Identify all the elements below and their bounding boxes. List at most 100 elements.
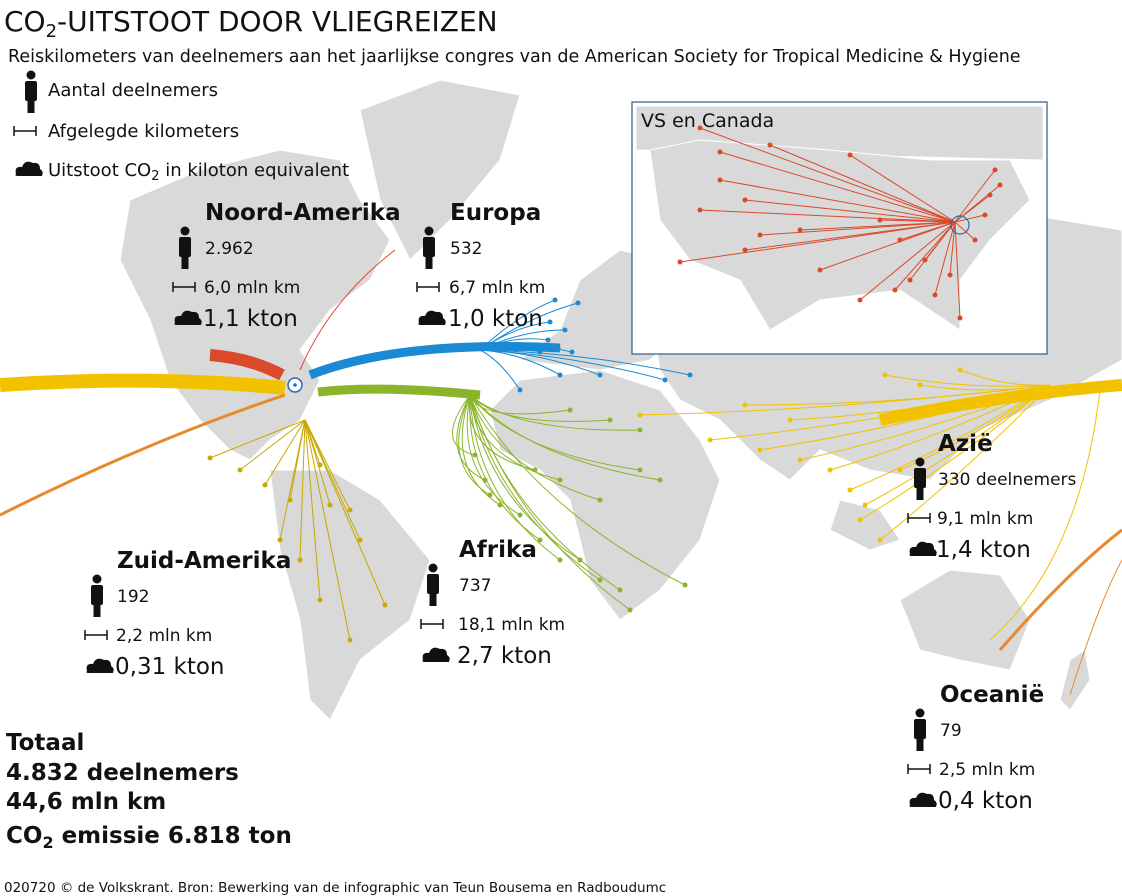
origin-dot (922, 257, 928, 263)
origin-dot (917, 382, 923, 388)
ruler-icon (13, 125, 37, 137)
legend-label: Aantal deelnemers (48, 80, 218, 101)
region-distance: 18,1 mln km (458, 615, 565, 635)
flow-arrow (0, 393, 286, 517)
flow-line (469, 394, 641, 431)
flow-line (859, 384, 1051, 521)
region-distance: 2,2 mln km (116, 626, 212, 646)
flow-line (469, 394, 661, 481)
origin-dot (817, 267, 823, 273)
origin-dot (297, 557, 303, 563)
flow-arrow (989, 389, 1101, 641)
footer: 020720 © de Volkskrant. Bron: Bewerking … (4, 880, 666, 896)
origin-dot (972, 237, 978, 243)
origin-dot (862, 502, 868, 508)
flow-line (799, 384, 1051, 461)
flow-line (469, 394, 571, 415)
flow-line (699, 209, 956, 223)
region-participants: 330 deelnemers (938, 470, 1077, 490)
origin-dot (262, 482, 268, 488)
flow-line (849, 154, 956, 223)
origin-dot (537, 349, 543, 355)
flow-line (954, 169, 996, 223)
flow-line (884, 374, 1051, 387)
flow-line (264, 419, 306, 486)
origin-dot (637, 427, 643, 433)
ruler-icon (907, 763, 931, 775)
totals-participants: 4.832 deelnemers (6, 760, 239, 786)
flow-line (699, 127, 956, 223)
origin-dot (882, 372, 888, 378)
flow-line (304, 419, 351, 641)
totals-emission: CO2 emissie 6.818 ton (6, 823, 292, 852)
origin-dot (742, 197, 748, 203)
cloud-icon (15, 161, 43, 176)
region-distance: 6,7 mln km (449, 278, 545, 298)
ruler-icon (420, 618, 444, 630)
origin-dot (207, 455, 213, 461)
cloud-icon (909, 541, 937, 556)
flow-line (479, 345, 573, 353)
origin-dot (957, 367, 963, 373)
origin-dot (907, 277, 913, 283)
region-participants: 79 (940, 721, 962, 741)
region-name: Oceanië (940, 682, 1044, 708)
origin-dot (517, 387, 523, 393)
flow-line (209, 419, 306, 459)
flow-line (304, 419, 331, 506)
flow-line (949, 221, 956, 276)
region-emission: 1,4 kton (936, 537, 1031, 563)
flow-line (849, 384, 1051, 491)
flow-line (954, 214, 986, 223)
origin-dot (787, 417, 793, 423)
destination-marker (293, 383, 297, 387)
flow-arrow (209, 349, 285, 381)
origin-dot (597, 372, 603, 378)
flow-line (744, 199, 956, 223)
flow-line (934, 221, 956, 296)
region-participants: 737 (459, 576, 491, 596)
legend-label: Uitstoot CO2 in kiloton equivalent (48, 160, 349, 184)
flow-line (469, 394, 686, 586)
totals-distance: 44,6 mln km (6, 789, 166, 815)
title-subscript: 2 (46, 21, 57, 42)
region-name: Noord-Amerika (205, 200, 401, 226)
flow-line (924, 221, 956, 261)
region-emission: 1,0 kton (448, 306, 543, 332)
flow-line (769, 144, 956, 223)
flow-line (759, 384, 1051, 451)
origin-dot (662, 377, 668, 383)
region-participants: 2.962 (205, 239, 254, 259)
origin-dot (697, 207, 703, 213)
flow-line (479, 338, 549, 351)
origin-dot (742, 402, 748, 408)
flow-line (479, 349, 691, 376)
flow-line (469, 394, 601, 581)
region-name: Europa (450, 200, 541, 226)
flow-line (469, 394, 601, 501)
origin-dot (897, 467, 903, 473)
origin-dot (357, 537, 363, 543)
origin-dot (617, 587, 623, 593)
origin-dot (347, 507, 353, 513)
flow-lines (0, 249, 1122, 696)
ruler-icon (416, 281, 440, 293)
origin-dot (562, 327, 568, 333)
origin-dot (657, 477, 663, 483)
flow-line (954, 184, 1001, 223)
origin-dot (932, 292, 938, 298)
person-icon (427, 563, 439, 606)
region-emission: 1,1 kton (203, 306, 298, 332)
flow-line (469, 394, 631, 611)
origin-dot (532, 467, 538, 473)
origin-dot (997, 182, 1003, 188)
origin-dot (547, 319, 553, 325)
origin-dot (552, 297, 558, 303)
flow-line (719, 151, 956, 223)
region-name: Afrika (459, 537, 537, 563)
flow-line (468, 394, 536, 471)
origin-dot (847, 152, 853, 158)
inset-title: VS en Canada (641, 110, 774, 132)
origin-dot (627, 607, 633, 613)
